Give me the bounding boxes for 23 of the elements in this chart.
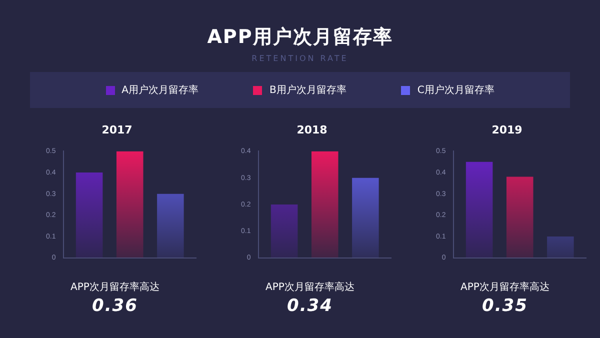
text: APP次月留存率高达 <box>264 280 356 294</box>
bar <box>76 172 103 258</box>
legend-label: C用户次月留存率 <box>417 84 494 97</box>
chart-title: 2019 <box>492 123 522 136</box>
text: APP次月留存率高达 <box>460 280 550 294</box>
bar <box>270 204 298 258</box>
text: 0.36 <box>91 296 139 316</box>
chart-title: 2017 <box>102 123 132 136</box>
text: APP用户次月留存率 <box>206 25 394 50</box>
text: RETENTION RATE <box>250 54 350 63</box>
bar <box>116 151 144 258</box>
bar <box>547 236 574 258</box>
legend-label: A用户次月留存率 <box>122 84 198 97</box>
bar <box>466 162 493 258</box>
bar <box>506 176 534 258</box>
legend-label: B用户次月留存率 <box>269 84 346 97</box>
text: 0.35 <box>481 296 529 316</box>
text: 0.34 <box>286 296 334 316</box>
bar <box>311 151 338 258</box>
bar <box>352 178 379 258</box>
bar <box>157 194 184 258</box>
text: APP次月留存率高达 <box>70 280 160 294</box>
chart-title: 2018 <box>296 123 328 136</box>
